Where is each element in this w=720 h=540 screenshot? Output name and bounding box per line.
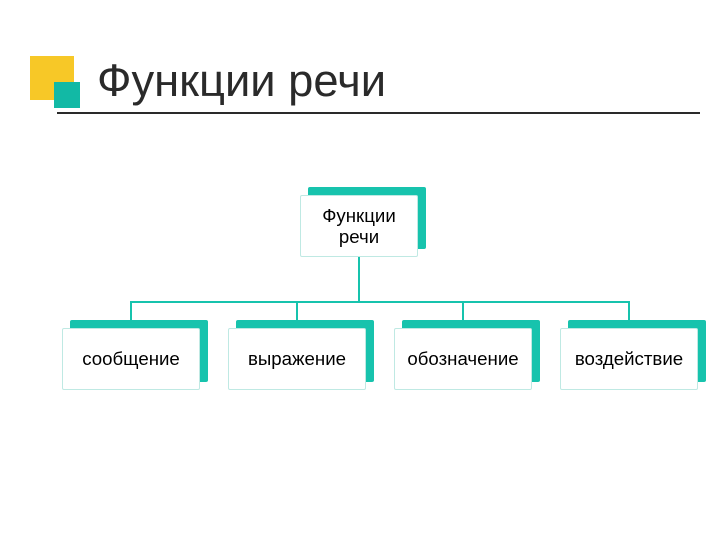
- tree-root-node: Функцииречи: [300, 195, 418, 257]
- node-label: Функцииречи: [300, 195, 418, 257]
- node-label: выражение: [228, 328, 366, 390]
- node-label: воздействие: [560, 328, 698, 390]
- slide-stage: { "layout": { "canvas": { "width": 720, …: [0, 0, 720, 540]
- node-label: сообщение: [62, 328, 200, 390]
- title-accent-teal: [54, 82, 80, 108]
- tree-child-node: воздействие: [560, 328, 698, 390]
- node-label: обозначение: [394, 328, 532, 390]
- title-underline: [57, 112, 700, 114]
- slide-title: Функции речи: [97, 55, 386, 107]
- tree-child-node: выражение: [228, 328, 366, 390]
- tree-child-node: сообщение: [62, 328, 200, 390]
- tree-child-node: обозначение: [394, 328, 532, 390]
